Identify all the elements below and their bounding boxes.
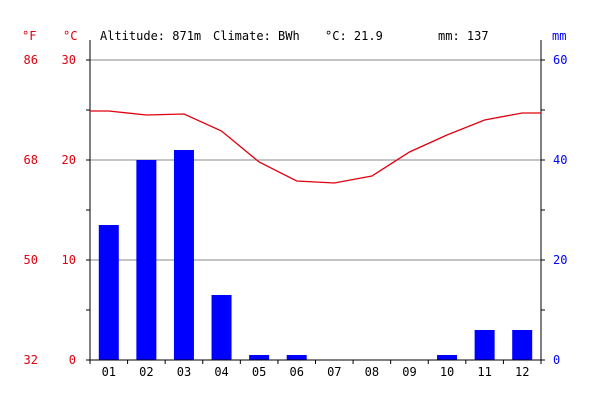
precip-bar-01 [98,225,119,360]
celsius-unit-label: °C [63,29,77,43]
month-label-06: 06 [289,365,303,379]
precip-total-text: mm: 137 [438,29,489,43]
month-label-11: 11 [477,365,491,379]
temperature-line-group [90,110,541,184]
celsius-tick-label-0: 0 [69,353,76,367]
precip-bar-05 [249,355,270,360]
celsius-tick-label-30: 30 [62,53,76,67]
month-label-02: 02 [139,365,153,379]
month-label-07: 07 [327,365,341,379]
month-label-12: 12 [515,365,529,379]
mm-tick-label-0: 0 [553,353,560,367]
month-label-09: 09 [402,365,416,379]
precip-bar-03 [173,150,194,360]
grid-lines [90,59,541,261]
precip-bar-04 [211,295,232,360]
month-label-05: 05 [252,365,266,379]
month-label-08: 08 [365,365,379,379]
temperature-line [90,110,541,184]
altitude-text: Altitude: 871m [100,29,201,43]
climate-text: Climate: BWh [213,29,300,43]
precipitation-bars [98,150,533,360]
avg-temp-text: °C: 21.9 [325,29,383,43]
mm-tick-label-40: 40 [553,153,567,167]
axes [86,40,545,364]
celsius-tick-label-10: 10 [62,253,76,267]
fahrenheit-tick-label-32: 32 [24,353,38,367]
precip-bar-06 [286,355,307,360]
month-label-04: 04 [214,365,228,379]
fahrenheit-tick-label-68: 68 [24,153,38,167]
fahrenheit-tick-label-50: 50 [24,253,38,267]
precip-bar-10 [437,355,458,360]
mm-tick-label-20: 20 [553,253,567,267]
month-label-01: 01 [102,365,116,379]
month-label-10: 10 [440,365,454,379]
fahrenheit-tick-label-86: 86 [24,53,38,67]
celsius-tick-label-20: 20 [62,153,76,167]
precip-bar-12 [512,330,533,360]
precip-bar-11 [474,330,495,360]
mm-unit-label: mm [552,29,566,43]
fahrenheit-unit-label: °F [22,29,36,43]
mm-tick-label-60: 60 [553,53,567,67]
tick-labels: 0 10 20 30 32 50 68 86 0 20 40 60 01 02 03 04 05 06 07 08 09… [24,53,568,379]
month-label-03: 03 [177,365,191,379]
precip-bar-02 [136,160,157,360]
